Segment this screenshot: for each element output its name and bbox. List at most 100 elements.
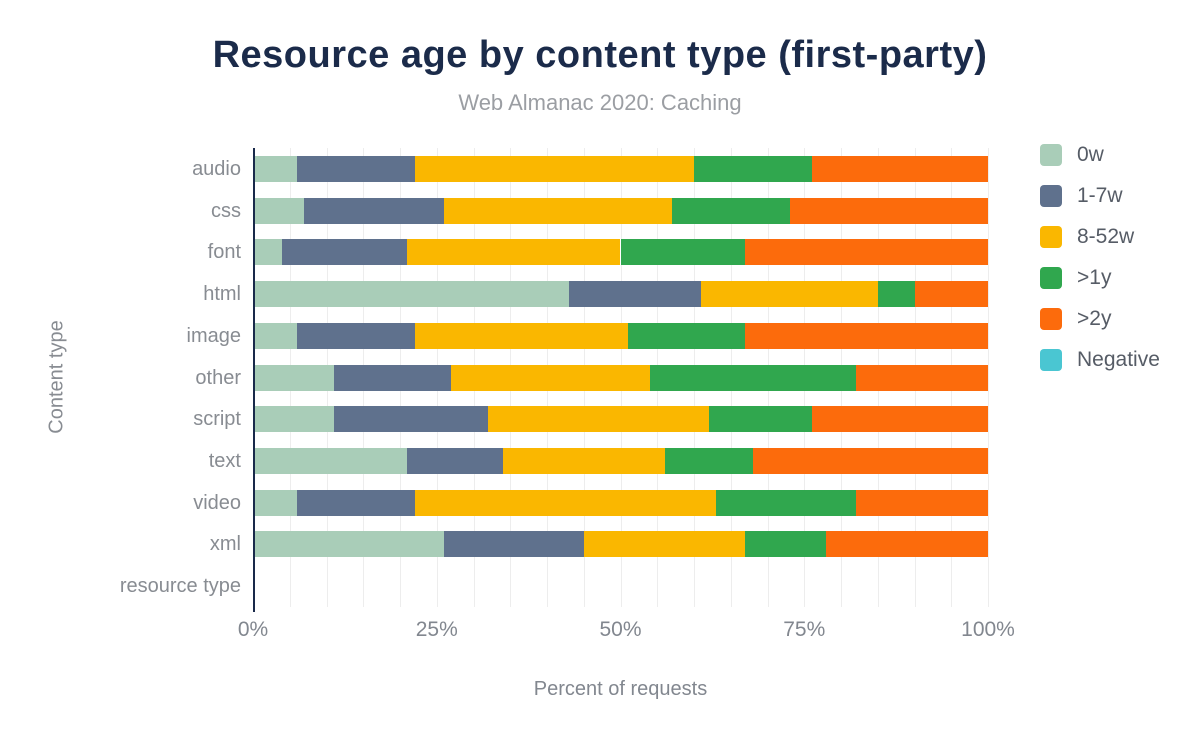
bar-segment-other->1y[interactable] bbox=[649, 364, 856, 391]
chart-subtitle: Web Almanac 2020: Caching bbox=[458, 90, 742, 115]
bar-segment-xml-1-7w[interactable] bbox=[444, 531, 584, 558]
bar-segment-image->1y[interactable] bbox=[627, 322, 746, 349]
x-tick-25%: 25% bbox=[415, 618, 458, 641]
bar-segment-image->2y[interactable] bbox=[745, 322, 988, 349]
x-tick-100%: 100% bbox=[961, 618, 1015, 641]
x-tick-75%: 75% bbox=[783, 618, 826, 641]
y-label-font: font bbox=[207, 241, 241, 264]
bar-segment-other-1-7w[interactable] bbox=[333, 364, 452, 391]
y-label-video: video bbox=[193, 491, 241, 514]
bar-segment-script->1y[interactable] bbox=[708, 406, 812, 433]
legend-label: >2y bbox=[1077, 307, 1112, 330]
y-axis-line bbox=[253, 148, 255, 612]
bar-row-css bbox=[253, 197, 988, 224]
legend-item-Negative[interactable]: Negative bbox=[1040, 348, 1160, 371]
bar-segment-xml-8-52w[interactable] bbox=[583, 531, 746, 558]
bar-segment-css-8-52w[interactable] bbox=[444, 197, 672, 224]
bar-row-script bbox=[253, 406, 988, 433]
gridline bbox=[988, 148, 989, 607]
bar-segment-font->1y[interactable] bbox=[620, 239, 746, 266]
bar-row-other bbox=[253, 364, 988, 391]
bar-row-image bbox=[253, 322, 988, 349]
bar-segment-text-0w[interactable] bbox=[253, 447, 408, 474]
y-label-other: other bbox=[195, 366, 241, 389]
legend-swatch->2y bbox=[1040, 308, 1062, 330]
bar-segment-text->1y[interactable] bbox=[664, 447, 753, 474]
bar-segment-audio-0w[interactable] bbox=[253, 155, 298, 182]
bar-segment-text-8-52w[interactable] bbox=[502, 447, 665, 474]
legend-label: >1y bbox=[1077, 266, 1112, 289]
bar-segment-script-0w[interactable] bbox=[253, 406, 334, 433]
y-label-css: css bbox=[211, 199, 241, 222]
legend-item->1y[interactable]: >1y bbox=[1040, 266, 1112, 289]
bar-segment-font->2y[interactable] bbox=[745, 239, 988, 266]
legend-item-1-7w[interactable]: 1-7w bbox=[1040, 184, 1123, 207]
bar-segment-other-8-52w[interactable] bbox=[451, 364, 650, 391]
y-label-image: image bbox=[186, 324, 241, 347]
bar-segment-script->2y[interactable] bbox=[811, 406, 988, 433]
bar-segment-css->1y[interactable] bbox=[671, 197, 790, 224]
bar-segment-html->2y[interactable] bbox=[914, 281, 988, 308]
legend-swatch->1y bbox=[1040, 267, 1062, 289]
bar-segment-html->1y[interactable] bbox=[877, 281, 915, 308]
y-label-text: text bbox=[208, 449, 241, 472]
x-axis-ticks: 0% 25% 50% 75% 100% bbox=[238, 618, 1015, 644]
bar-segment-html-1-7w[interactable] bbox=[569, 281, 702, 308]
bar-segment-css-0w[interactable] bbox=[253, 197, 305, 224]
x-tick-0%: 0% bbox=[237, 618, 269, 641]
bar-segment-text->2y[interactable] bbox=[752, 447, 988, 474]
bar-segment-script-1-7w[interactable] bbox=[333, 406, 489, 433]
legend-label: 1-7w bbox=[1077, 184, 1123, 207]
bar-segment-video->2y[interactable] bbox=[855, 489, 988, 516]
bar-segment-video-1-7w[interactable] bbox=[297, 489, 415, 516]
bar-segment-image-1-7w[interactable] bbox=[297, 322, 415, 349]
bar-row-text bbox=[253, 447, 988, 474]
y-label-resource-type: resource type bbox=[119, 575, 241, 598]
bar-segment-font-0w[interactable] bbox=[253, 239, 283, 266]
y-label-xml: xml bbox=[209, 533, 241, 556]
legend-swatch-1-7w bbox=[1040, 185, 1062, 207]
bar-segment-font-1-7w[interactable] bbox=[282, 239, 408, 266]
y-axis-labels: audio css font html image other script text vide… bbox=[0, 148, 241, 607]
bar-segment-css-1-7w[interactable] bbox=[304, 197, 445, 224]
bar-segment-html-8-52w[interactable] bbox=[701, 281, 878, 308]
bar-segment-other-0w[interactable] bbox=[253, 364, 334, 391]
bar-row-video bbox=[253, 489, 988, 516]
legend-swatch-Negative bbox=[1040, 349, 1062, 371]
x-axis-title: Percent of requests bbox=[533, 678, 708, 700]
bar-row-xml bbox=[253, 531, 988, 558]
x-tick-50%: 50% bbox=[599, 618, 642, 641]
bar-row-audio bbox=[253, 155, 988, 182]
bar-segment-audio->2y[interactable] bbox=[811, 155, 988, 182]
legend-item-0w[interactable]: 0w bbox=[1040, 143, 1104, 166]
bar-segment-xml->1y[interactable] bbox=[745, 531, 827, 558]
bar-segment-image-8-52w[interactable] bbox=[414, 322, 628, 349]
bar-segment-html-0w[interactable] bbox=[253, 281, 570, 308]
plot-area bbox=[253, 148, 989, 607]
y-label-html: html bbox=[203, 283, 241, 306]
bar-segment-image-0w[interactable] bbox=[253, 322, 298, 349]
bar-segment-audio-1-7w[interactable] bbox=[297, 155, 415, 182]
bar-segment-audio->1y[interactable] bbox=[694, 155, 812, 182]
bar-segment-video-8-52w[interactable] bbox=[414, 489, 717, 516]
bar-segment-audio-8-52w[interactable] bbox=[414, 155, 694, 182]
legend-label: 0w bbox=[1077, 143, 1104, 166]
bar-segment-video-0w[interactable] bbox=[253, 489, 298, 516]
legend-label: 8-52w bbox=[1077, 225, 1135, 248]
legend-swatch-0w bbox=[1040, 144, 1062, 166]
bar-segment-font-8-52w[interactable] bbox=[407, 239, 621, 266]
bar-segment-video->1y[interactable] bbox=[716, 489, 856, 516]
chart-title: Resource age by content type (first-part… bbox=[212, 34, 988, 76]
legend-item-8-52w[interactable]: 8-52w bbox=[1040, 225, 1135, 248]
legend-item->2y[interactable]: >2y bbox=[1040, 307, 1112, 330]
bar-segment-xml-0w[interactable] bbox=[253, 531, 445, 558]
bar-segment-css->2y[interactable] bbox=[789, 197, 988, 224]
bar-row-font bbox=[253, 239, 988, 266]
y-label-script: script bbox=[193, 408, 241, 431]
bar-segment-text-1-7w[interactable] bbox=[407, 447, 503, 474]
bar-segment-xml->2y[interactable] bbox=[826, 531, 988, 558]
bar-segment-script-8-52w[interactable] bbox=[488, 406, 709, 433]
legend-label: Negative bbox=[1077, 348, 1160, 371]
bar-segment-other->2y[interactable] bbox=[855, 364, 988, 391]
